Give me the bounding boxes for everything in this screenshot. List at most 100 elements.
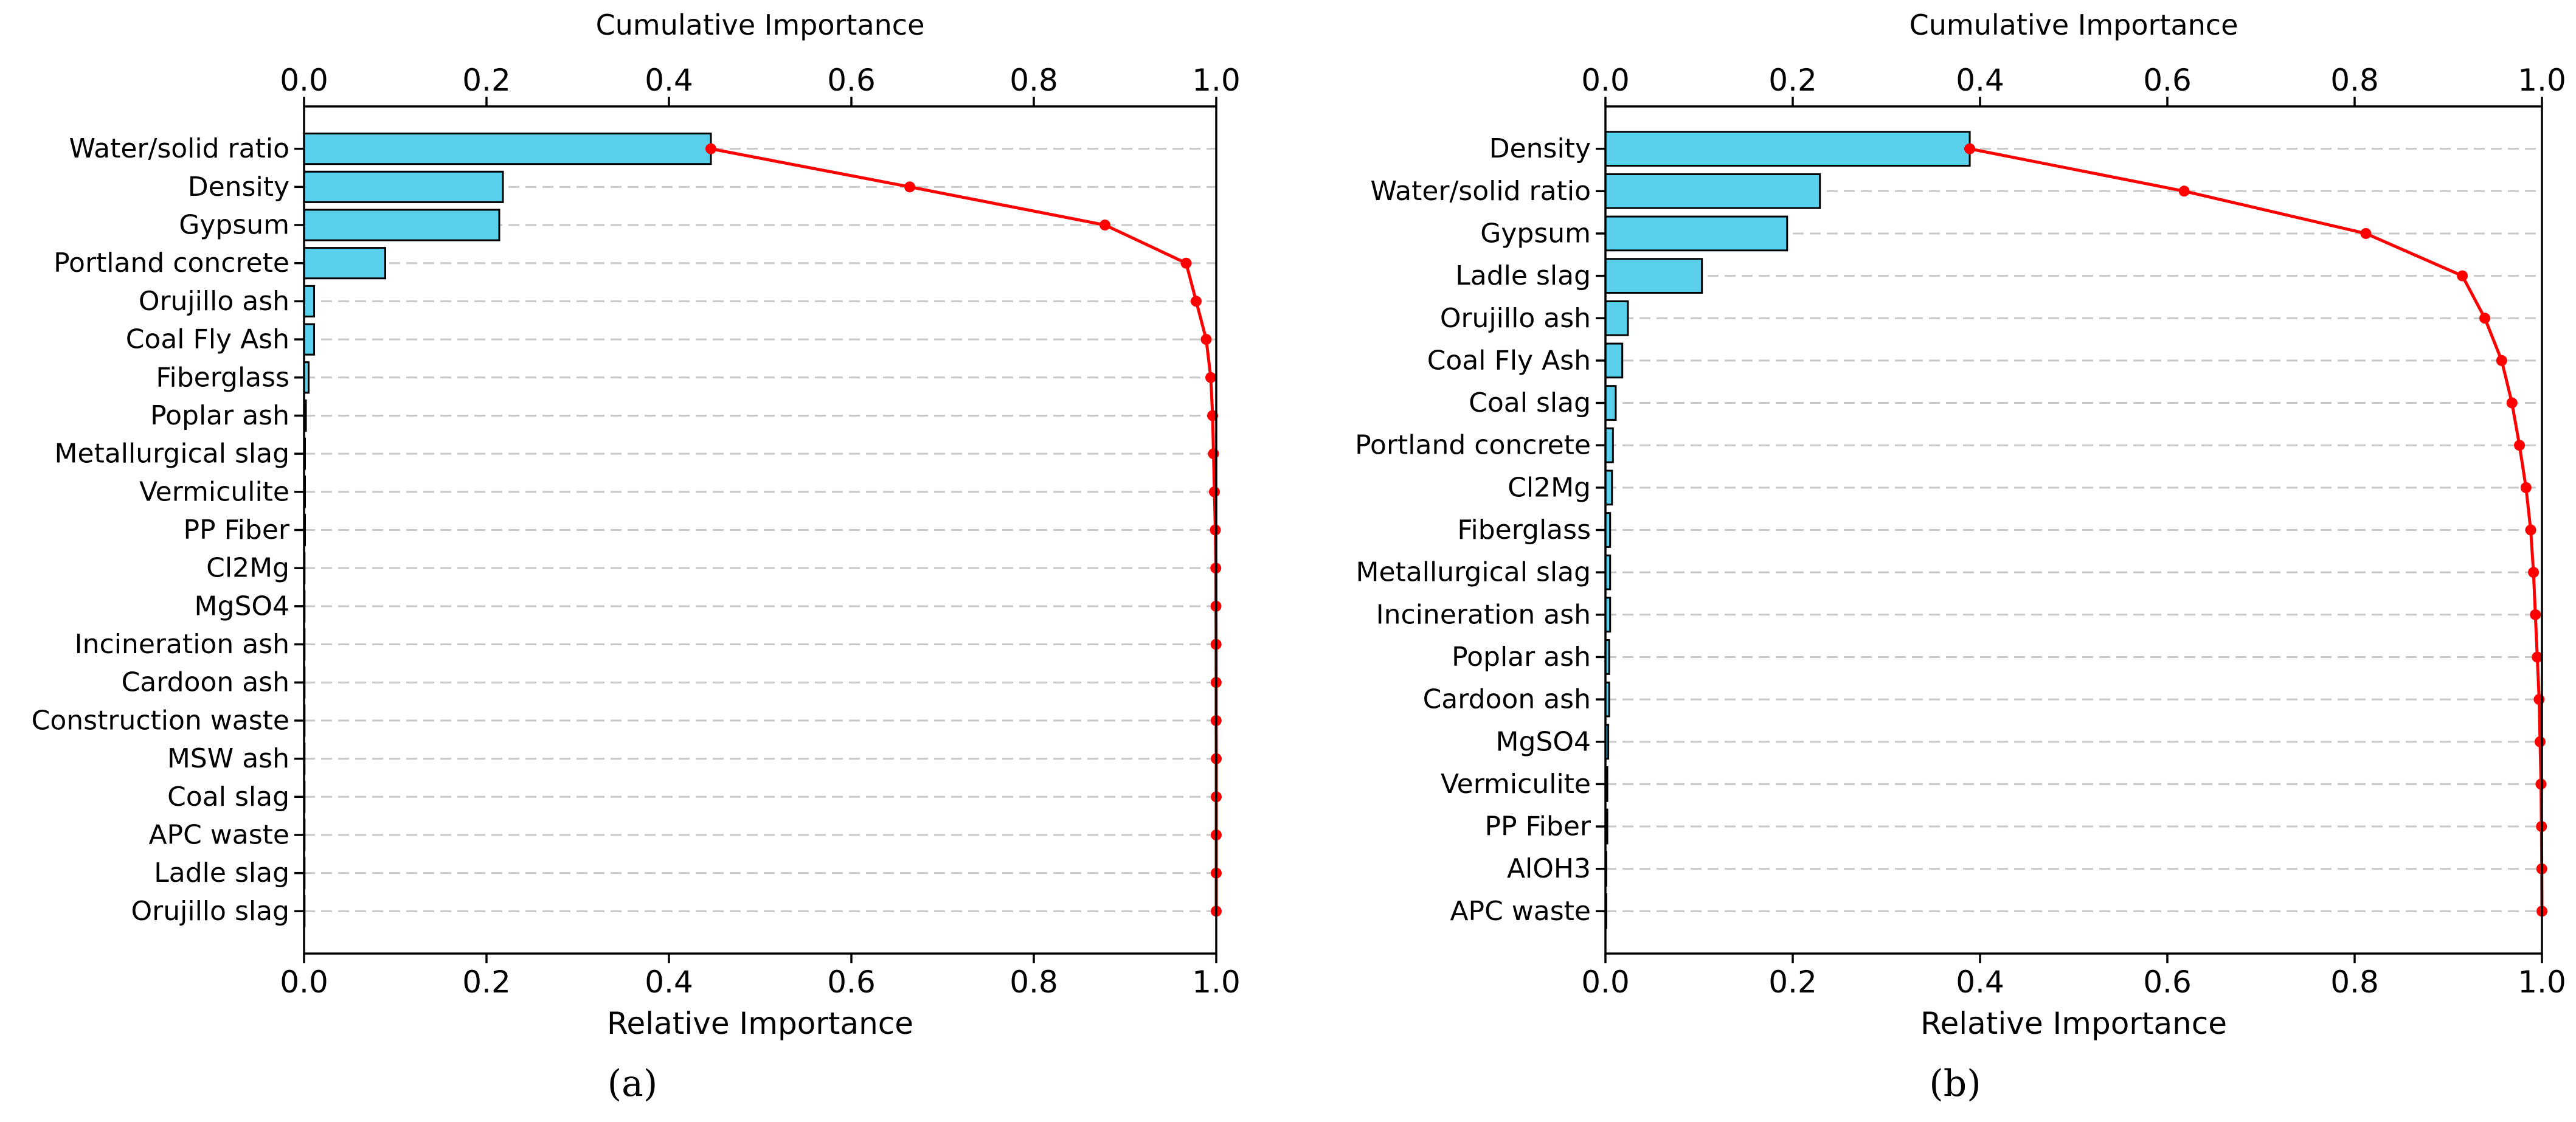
cumulative-point [1191, 296, 1202, 307]
x-tick-label-bottom: 0.0 [280, 964, 328, 1000]
top-axis-title: Cumulative Importance [596, 9, 925, 41]
x-axis-title: Relative Importance [607, 1006, 913, 1041]
category-label: MgSO4 [1496, 726, 1591, 757]
category-label: APC waste [1450, 896, 1591, 927]
x-tick-label-bottom: 1.0 [1192, 964, 1241, 1000]
x-axis-title: Relative Importance [1920, 1006, 2227, 1041]
bar [1604, 342, 1624, 379]
cumulative-point [904, 181, 915, 193]
category-label: Cardoon ash [1423, 684, 1591, 715]
x-tick-label-bottom: 0.4 [1956, 964, 2004, 1000]
category-label: Density [188, 171, 289, 203]
x-tick-label-top: 0.6 [827, 63, 876, 98]
bar [1604, 131, 1971, 167]
x-tick-label-bottom: 0.6 [2143, 964, 2192, 1000]
category-label: Gypsum [179, 210, 289, 241]
category-label: AlOH3 [1507, 853, 1591, 884]
category-label: Portland concrete [54, 248, 289, 279]
category-label: PP Fiber [184, 514, 290, 545]
category-label: Vermiculite [1441, 769, 1591, 800]
cumulative-point [2532, 651, 2543, 663]
cumulative-point [1205, 372, 1216, 383]
bar [303, 209, 500, 241]
x-tick-label-bottom: 0.8 [1009, 964, 1058, 1000]
category-label: APC waste [148, 819, 289, 850]
bar [303, 170, 504, 203]
x-tick-label-top: 0.2 [462, 63, 511, 98]
category-label: Water/solid ratio [69, 133, 289, 164]
category-label: PP Fiber [1485, 811, 1591, 842]
x-tick-label-top: 0.0 [280, 63, 328, 98]
cumulative-point [1099, 220, 1110, 231]
bar [1604, 173, 1821, 209]
cumulative-point [2479, 313, 2491, 324]
category-label: Poplar ash [1452, 642, 1591, 673]
category-label: Fiberglass [1457, 514, 1591, 545]
bar [303, 133, 712, 165]
bar [1604, 427, 1614, 463]
x-tick-label-top: 0.8 [1009, 63, 1058, 98]
x-tick-label-bottom: 0.2 [1768, 964, 1817, 1000]
cumulative-point [1964, 143, 1976, 154]
cumulative-point [2514, 440, 2526, 451]
category-label: Coal slag [1469, 387, 1591, 418]
x-tick-label-bottom: 0.0 [1581, 964, 1630, 1000]
category-label: Density [1489, 133, 1591, 164]
panel-label: (b) [1929, 1062, 1981, 1105]
cumulative-point [2360, 227, 2372, 239]
category-label: MgSO4 [195, 590, 289, 622]
category-label: Metallurgical slag [1356, 557, 1591, 588]
category-label: Orujillo ash [139, 286, 289, 317]
category-label: Fiberglass [156, 362, 289, 393]
category-label: Coal Fly Ash [1427, 345, 1591, 376]
bar [1604, 215, 1788, 252]
category-label: Ladle slag [154, 857, 289, 888]
cumulative-point [2178, 185, 2190, 197]
cumulative-point [1208, 448, 1219, 460]
cumulative-point [1209, 486, 1220, 497]
cumulative-point [2457, 270, 2468, 282]
x-tick-label-bottom: 0.8 [2330, 964, 2379, 1000]
bar [1604, 300, 1629, 336]
category-label: Vermiculite [139, 476, 289, 507]
category-label: Cl2Mg [206, 553, 289, 584]
cumulative-point [1180, 257, 1192, 269]
category-label: Cardoon ash [122, 667, 289, 698]
cumulative-point [705, 143, 716, 154]
panel-label: (a) [608, 1062, 658, 1105]
category-label: Poplar ash [150, 400, 289, 431]
x-tick-label-top: 0.4 [1956, 63, 2004, 98]
x-tick-label-bottom: 0.2 [462, 964, 511, 1000]
x-tick-label-top: 0.0 [1581, 63, 1630, 98]
category-label: Incineration ash [75, 629, 289, 660]
x-tick-label-bottom: 0.6 [827, 964, 876, 1000]
x-tick-label-bottom: 1.0 [2518, 964, 2566, 1000]
x-tick-label-top: 1.0 [1192, 63, 1241, 98]
category-label: Orujillo ash [1440, 303, 1591, 334]
bar [303, 247, 386, 280]
cumulative-point [2530, 609, 2541, 620]
category-label: Incineration ash [1376, 599, 1591, 630]
category-label: Orujillo slag [131, 896, 289, 927]
x-tick-label-top: 0.4 [645, 63, 693, 98]
chart-panel-b: Density Water/solid ratio Gypsum Ladle slag… [1355, 9, 2566, 1105]
category-label: MSW ash [167, 743, 289, 774]
cumulative-point [2506, 397, 2518, 409]
category-label: Portland concrete [1355, 430, 1591, 461]
category-label: Coal Fly Ash [126, 324, 289, 355]
cumulative-point [2520, 482, 2532, 493]
x-tick-label-top: 0.2 [1768, 63, 1817, 98]
category-label: Gypsum [1480, 218, 1591, 249]
category-label: Water/solid ratio [1370, 176, 1591, 207]
x-tick-label-top: 1.0 [2518, 63, 2566, 98]
top-axis-title: Cumulative Importance [1909, 9, 2238, 41]
category-label: Construction waste [32, 705, 289, 736]
bar [1604, 385, 1617, 421]
x-tick-label-top: 0.6 [2143, 63, 2192, 98]
cumulative-point [2496, 355, 2507, 366]
x-tick-label-bottom: 0.4 [645, 964, 693, 1000]
cumulative-point [1200, 334, 1212, 345]
bar [1604, 258, 1703, 294]
